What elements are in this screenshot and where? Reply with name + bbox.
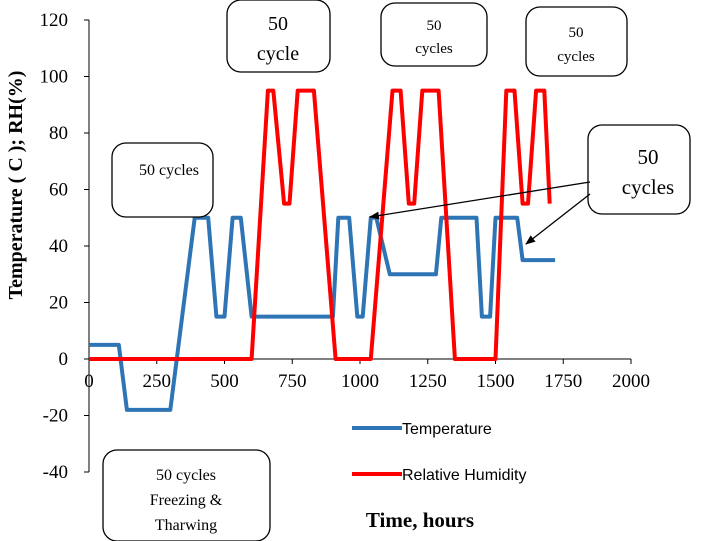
annotation-line: cycles — [622, 175, 674, 199]
x-tick-label: 1000 — [341, 371, 379, 392]
series-line-relative-humidity — [89, 88, 552, 361]
legend: Temperature Relative Humidity — [352, 421, 526, 484]
annotation-line: 50 cycles — [139, 162, 199, 179]
annotation-line: 50 — [638, 145, 659, 169]
annotation-50-cycles-center: 50 cycles — [380, 2, 488, 67]
annotation-line: Freezing & — [150, 492, 223, 509]
y-tick-label: 80 — [49, 123, 68, 144]
x-tick-label: 2000 — [612, 371, 650, 392]
annotation-line: cycles — [557, 49, 595, 65]
annotation-arrow — [369, 181, 591, 220]
x-tick-label: 1250 — [409, 371, 447, 392]
y-tick-label: 0 — [59, 349, 69, 370]
y-tick-label: -20 — [43, 406, 68, 427]
y-tick-label: 20 — [49, 293, 68, 314]
y-tick-label: 120 — [40, 10, 69, 31]
x-tick-label: 1500 — [477, 371, 515, 392]
annotation-line: 50 — [268, 13, 288, 35]
axes: 120 100 80 60 40 20 0 -20 -40 0 250 500 750 1000 1250 1… — [40, 10, 651, 483]
series-layer — [89, 88, 556, 412]
y-tick-label: 100 — [40, 67, 69, 88]
y-tick-label: -40 — [43, 462, 68, 483]
x-tick-label: 0 — [84, 371, 94, 392]
annotation-50-cycles-right: 50 cycles — [587, 124, 691, 215]
x-tick-label: 250 — [143, 371, 172, 392]
y-tick-label: 60 — [49, 180, 68, 201]
annotation-line: 50 — [427, 18, 442, 34]
x-axis-label: Time, hours — [366, 508, 474, 532]
annotation-line: 50 — [569, 25, 584, 41]
annotation-50-cycles-right-top: 50 cycles — [525, 6, 628, 77]
annotation-arrow — [525, 193, 591, 245]
annotation-freezing-thawing: 50 cycles Freezing & Tharwing — [102, 449, 271, 541]
y-axis-label: Temperature ( C ); RH(%) — [5, 71, 27, 300]
y-tick-label: 40 — [49, 236, 68, 257]
annotation-50-cycle-top: 50 cycle — [226, 0, 331, 73]
annotation-50-cycles-left: 50 cycles — [111, 142, 214, 218]
annotation-line: cycle — [257, 43, 299, 65]
series-line-temperature — [89, 215, 556, 412]
annotation-line: Tharwing — [155, 517, 217, 534]
legend-label-temperature: Temperature — [402, 421, 492, 438]
annotation-line: cycles — [415, 41, 453, 57]
legend-label-humidity: Relative Humidity — [402, 467, 526, 484]
x-tick-label: 1750 — [544, 371, 582, 392]
x-tick-label: 500 — [210, 371, 239, 392]
annotation-line: 50 cycles — [156, 467, 216, 484]
x-tick-label: 750 — [278, 371, 307, 392]
